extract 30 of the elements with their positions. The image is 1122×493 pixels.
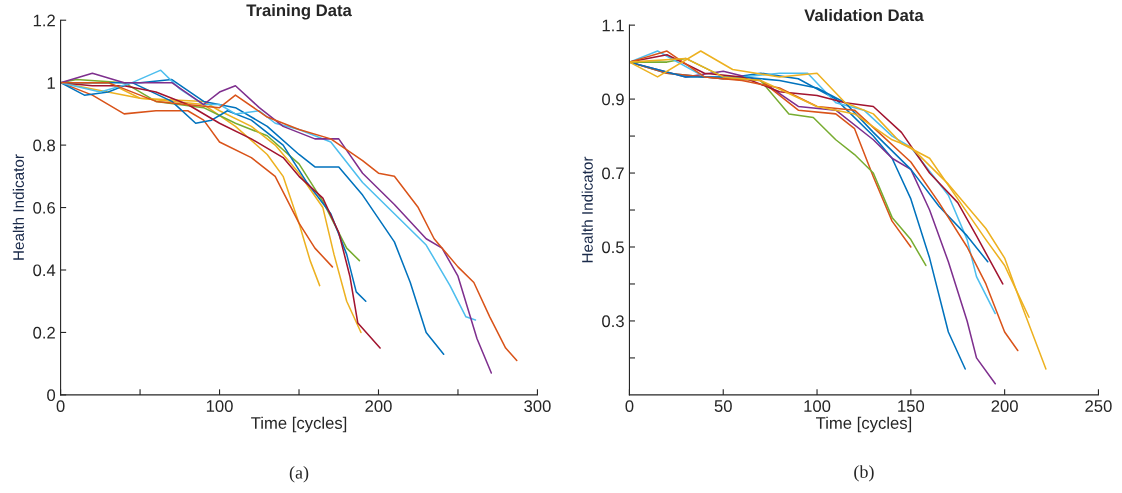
- x-tick-label: 300: [524, 400, 551, 412]
- x-tick-label: 0: [625, 400, 634, 412]
- y-tick-label: 0.5: [602, 241, 624, 254]
- x-tick-label: 200: [365, 400, 392, 412]
- y-tick-label: 0.2: [33, 326, 55, 339]
- y-tick-label: 0.8: [33, 139, 55, 152]
- y-tick-label: 0.9: [602, 93, 624, 106]
- y-tick-label: 1: [47, 77, 55, 89]
- y-tick-label: 0.4: [33, 264, 56, 277]
- chart-title: Validation Data: [804, 8, 924, 22]
- x-tick-label: 50: [714, 400, 732, 412]
- x-tick-label: 250: [1085, 400, 1112, 412]
- x-tick-label: 100: [804, 400, 831, 412]
- x-tick-label: 200: [991, 400, 1018, 412]
- chart-title: Training Data: [246, 3, 352, 20]
- y-tick-label: 1.2: [33, 14, 55, 27]
- y-tick-label: 0.6: [33, 201, 55, 214]
- x-tick-label: 100: [206, 400, 233, 412]
- y-tick-label: 0.3: [602, 315, 624, 328]
- y-tick-label: 0: [47, 389, 56, 402]
- y-tick-label: 1.1: [602, 19, 624, 32]
- y-axis-title: Health Indicator: [12, 154, 24, 260]
- x-tick-label: 0: [56, 400, 65, 412]
- y-axis-title: Health Indicator: [581, 156, 593, 263]
- x-axis-title: Time [cycles]: [251, 416, 347, 433]
- y-tick-label: 0.7: [602, 167, 624, 180]
- x-tick-label: 150: [898, 400, 925, 412]
- text: (a): [289, 466, 309, 483]
- x-axis-title: Time [cycles]: [816, 416, 912, 433]
- text: (b): [854, 465, 874, 482]
